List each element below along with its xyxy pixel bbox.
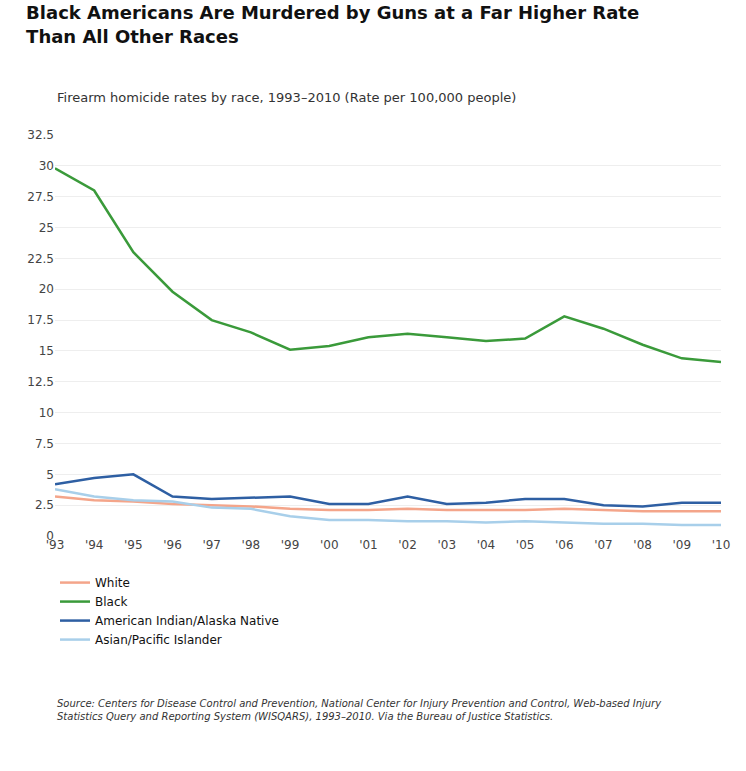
svg-text:12.5: 12.5: [27, 375, 54, 389]
svg-text:15: 15: [39, 344, 54, 358]
svg-text:'94: '94: [85, 538, 104, 552]
svg-text:32.5: 32.5: [27, 128, 54, 142]
svg-text:22.5: 22.5: [27, 252, 54, 266]
svg-text:0: 0: [46, 529, 54, 543]
svg-text:2.5: 2.5: [35, 498, 54, 512]
svg-text:'05: '05: [516, 538, 535, 552]
svg-text:20: 20: [39, 282, 54, 296]
svg-text:27.5: 27.5: [27, 190, 54, 204]
svg-text:'04: '04: [477, 538, 496, 552]
svg-text:'10: '10: [712, 538, 731, 552]
svg-text:30: 30: [39, 159, 54, 173]
svg-text:White: White: [95, 576, 130, 590]
svg-text:'96: '96: [163, 538, 182, 552]
svg-text:'98: '98: [242, 538, 261, 552]
svg-text:'06: '06: [555, 538, 574, 552]
svg-text:Asian/Pacific Islander: Asian/Pacific Islander: [95, 633, 222, 647]
svg-text:'93: '93: [46, 538, 65, 552]
svg-text:'08: '08: [633, 538, 652, 552]
svg-text:Firearm homicide rates by race: Firearm homicide rates by race, 1993–201…: [57, 90, 516, 105]
svg-text:Source: Centers for Disease Co: Source: Centers for Disease Control and …: [57, 698, 662, 722]
svg-text:'09: '09: [673, 538, 692, 552]
svg-text:'02: '02: [398, 538, 417, 552]
svg-text:Black Americans Are Murdered b: Black Americans Are Murdered by Guns at …: [26, 2, 639, 46]
svg-text:'99: '99: [281, 538, 300, 552]
svg-text:'03: '03: [437, 538, 456, 552]
svg-text:25: 25: [39, 221, 54, 235]
svg-text:10: 10: [39, 406, 54, 420]
svg-text:17.5: 17.5: [27, 313, 54, 327]
svg-text:'95: '95: [124, 538, 143, 552]
svg-text:'07: '07: [594, 538, 613, 552]
svg-text:American Indian/Alaska Native: American Indian/Alaska Native: [95, 614, 279, 628]
svg-text:'97: '97: [202, 538, 221, 552]
svg-text:'00: '00: [320, 538, 339, 552]
svg-text:7.5: 7.5: [35, 437, 54, 451]
svg-text:Black: Black: [95, 595, 128, 609]
svg-text:5: 5: [46, 468, 54, 482]
svg-text:'01: '01: [359, 538, 378, 552]
